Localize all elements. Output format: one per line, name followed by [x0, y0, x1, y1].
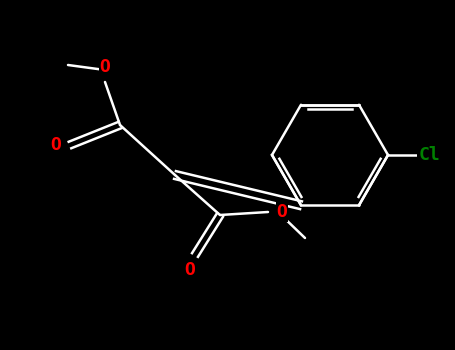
Text: O: O [51, 136, 61, 154]
Text: O: O [277, 203, 288, 221]
Text: Cl: Cl [418, 146, 440, 164]
Text: O: O [185, 261, 196, 279]
Text: O: O [100, 58, 111, 76]
